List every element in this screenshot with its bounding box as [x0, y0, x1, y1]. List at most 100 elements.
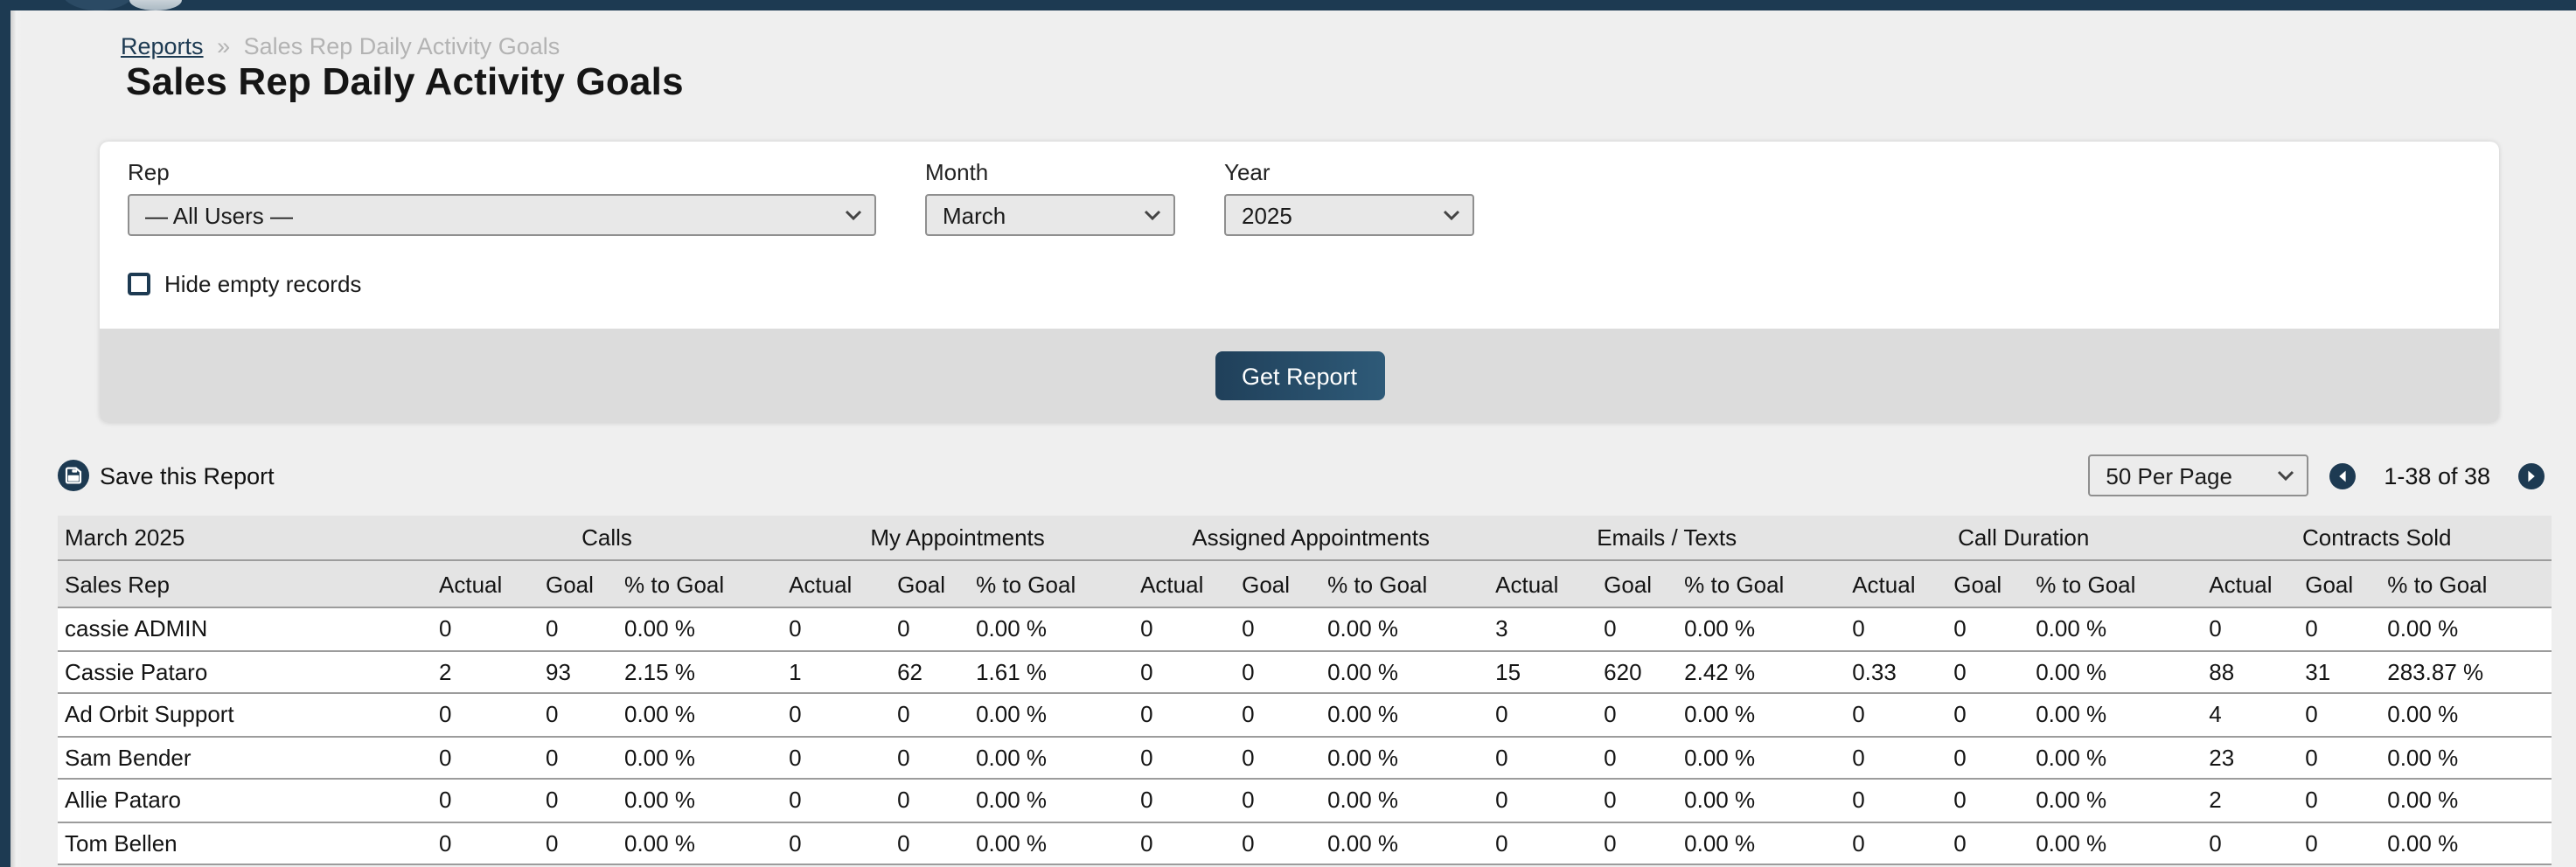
column-subheader: Actual: [782, 560, 891, 608]
report-toolbar: Save this Report 50 Per Page 1-38 of 38: [58, 437, 2545, 514]
metric-cell: 0.00 %: [617, 607, 783, 651]
metric-cell: 0: [1946, 607, 2029, 651]
metric-cell: 0: [1235, 607, 1321, 651]
metric-cell: 0: [1597, 779, 1678, 822]
get-report-button[interactable]: Get Report: [1215, 351, 1384, 400]
column-group-header: Emails / Texts: [1488, 516, 1846, 561]
save-report-label: Save this Report: [100, 462, 275, 489]
metric-cell: 4: [2202, 693, 2299, 737]
table-subheader-row: Sales Rep Actual Goal% to Goal Actual Goal% …: [58, 560, 2552, 608]
logo-fragment-highlight: [129, 0, 182, 10]
report-table: March 2025 Calls My Appointments Assigned A…: [58, 516, 2552, 865]
per-page-wrapper: 50 Per Page: [2088, 454, 2309, 496]
column-subheader: Goal: [1235, 560, 1321, 608]
breadcrumb-reports-link[interactable]: Reports: [121, 33, 204, 59]
metric-cell: 0.00 %: [1677, 822, 1846, 865]
metric-cell: 88: [2202, 650, 2299, 694]
column-subheader: % to Goal: [1320, 560, 1489, 608]
sales-rep-name: Sam Bender: [58, 736, 432, 780]
metric-cell: 0: [890, 736, 970, 780]
metric-cell: 0: [890, 607, 970, 651]
column-subheader: % to Goal: [2380, 560, 2552, 608]
metric-cell: 0: [432, 779, 539, 822]
year-select[interactable]: 2025: [1224, 194, 1474, 236]
pagination: 50 Per Page 1-38 of 38: [2088, 454, 2545, 496]
column-subheader: Actual: [1488, 560, 1598, 608]
sales-rep-name: Tom Bellen: [58, 822, 432, 865]
column-subheader: Goal: [539, 560, 617, 608]
per-page-select[interactable]: 50 Per Page: [2088, 454, 2309, 496]
metric-cell: 0: [1488, 779, 1598, 822]
rep-select[interactable]: — All Users —: [128, 194, 876, 236]
metric-cell: 0: [1235, 736, 1321, 780]
metric-cell: 0: [782, 693, 891, 737]
metric-cell: 0.33: [1845, 650, 1947, 694]
metric-cell: 0: [1845, 822, 1947, 865]
metric-cell: 0.00 %: [969, 693, 1134, 737]
metric-cell: 2.42 %: [1677, 650, 1846, 694]
table-row: Sam Bender 0 0 0.00 % 0 0 0.00 % 0 0 0.00 % 0 0 0.00…: [58, 736, 2552, 780]
next-page-button[interactable]: [2518, 462, 2545, 489]
metric-cell: 0.00 %: [617, 822, 783, 865]
year-field: Year 2025: [1224, 159, 1474, 236]
metric-cell: 0: [539, 779, 617, 822]
column-subheader: % to Goal: [1677, 560, 1846, 608]
arrow-left-circle-icon: [2329, 462, 2357, 489]
month-select[interactable]: March: [925, 194, 1175, 236]
sales-rep-name: cassie ADMIN: [58, 607, 432, 651]
metric-cell: 0: [2298, 779, 2381, 822]
metric-cell: 1: [782, 650, 891, 694]
column-subheader: Goal: [1946, 560, 2029, 608]
column-subheader: Goal: [890, 560, 970, 608]
page-title: Sales Rep Daily Activity Goals: [126, 59, 684, 103]
top-nav-bar: [0, 0, 2576, 10]
metric-cell: 0.00 %: [1677, 779, 1846, 822]
metric-cell: 0: [1597, 607, 1678, 651]
rep-select-wrapper: — All Users —: [128, 194, 876, 236]
content-edge-shadow: [10, 10, 21, 867]
metric-cell: 0: [2298, 736, 2381, 780]
metric-cell: 1.61 %: [969, 650, 1134, 694]
metric-cell: 0.00 %: [1320, 693, 1489, 737]
hide-empty-label: Hide empty records: [164, 271, 362, 297]
metric-cell: 0: [2298, 693, 2381, 737]
metric-cell: 0: [1946, 736, 2029, 780]
metric-cell: 0: [782, 779, 891, 822]
metric-cell: 0.00 %: [2029, 607, 2203, 651]
filter-body: Rep — All Users — Month March: [100, 142, 2499, 329]
breadcrumb: Reports » Sales Rep Daily Activity Goals: [121, 33, 560, 59]
table-row: Cassie Pataro 2 93 2.15 % 1 62 1.61 % 0 0 0.00 % 1…: [58, 650, 2552, 694]
breadcrumb-current: Sales Rep Daily Activity Goals: [243, 33, 560, 59]
table-group-header-row: March 2025 Calls My Appointments Assigned A…: [58, 516, 2552, 561]
metric-cell: 3: [1488, 607, 1598, 651]
metric-cell: 0: [1235, 650, 1321, 694]
table-body: cassie ADMIN 0 0 0.00 % 0 0 0.00 % 0 0 0.00 % 3 0 0.…: [58, 607, 2552, 865]
column-group-header: My Appointments: [782, 516, 1134, 561]
metric-cell: 0: [1133, 693, 1236, 737]
metric-cell: 0: [1597, 736, 1678, 780]
period-label: March 2025: [58, 516, 432, 561]
metric-cell: 0.00 %: [617, 736, 783, 780]
metric-cell: 0: [2298, 607, 2381, 651]
arrow-right-circle-icon: [2518, 462, 2545, 489]
filter-footer: Get Report: [100, 329, 2499, 423]
hide-empty-checkbox[interactable]: [128, 273, 150, 295]
metric-cell: 0: [890, 779, 970, 822]
previous-page-button[interactable]: [2329, 462, 2357, 489]
metric-cell: 0: [1235, 779, 1321, 822]
metric-cell: 0.00 %: [617, 693, 783, 737]
metric-cell: 0: [1946, 693, 2029, 737]
metric-cell: 0.00 %: [1320, 650, 1489, 694]
metric-cell: 0.00 %: [1320, 822, 1489, 865]
rep-field: Rep — All Users —: [128, 159, 876, 236]
metric-cell: 0.00 %: [2380, 779, 2552, 822]
logo-fragment-icon: [61, 0, 135, 10]
metric-cell: 0: [1488, 822, 1598, 865]
metric-cell: 0: [1133, 822, 1236, 865]
metric-cell: 15: [1488, 650, 1598, 694]
table-row: Ad Orbit Support 0 0 0.00 % 0 0 0.00 % 0 0 0.00 %…: [58, 693, 2552, 737]
metric-cell: 0: [539, 693, 617, 737]
save-report-link[interactable]: Save this Report: [58, 460, 275, 491]
month-label: Month: [925, 159, 989, 185]
metric-cell: 0.00 %: [1677, 736, 1846, 780]
